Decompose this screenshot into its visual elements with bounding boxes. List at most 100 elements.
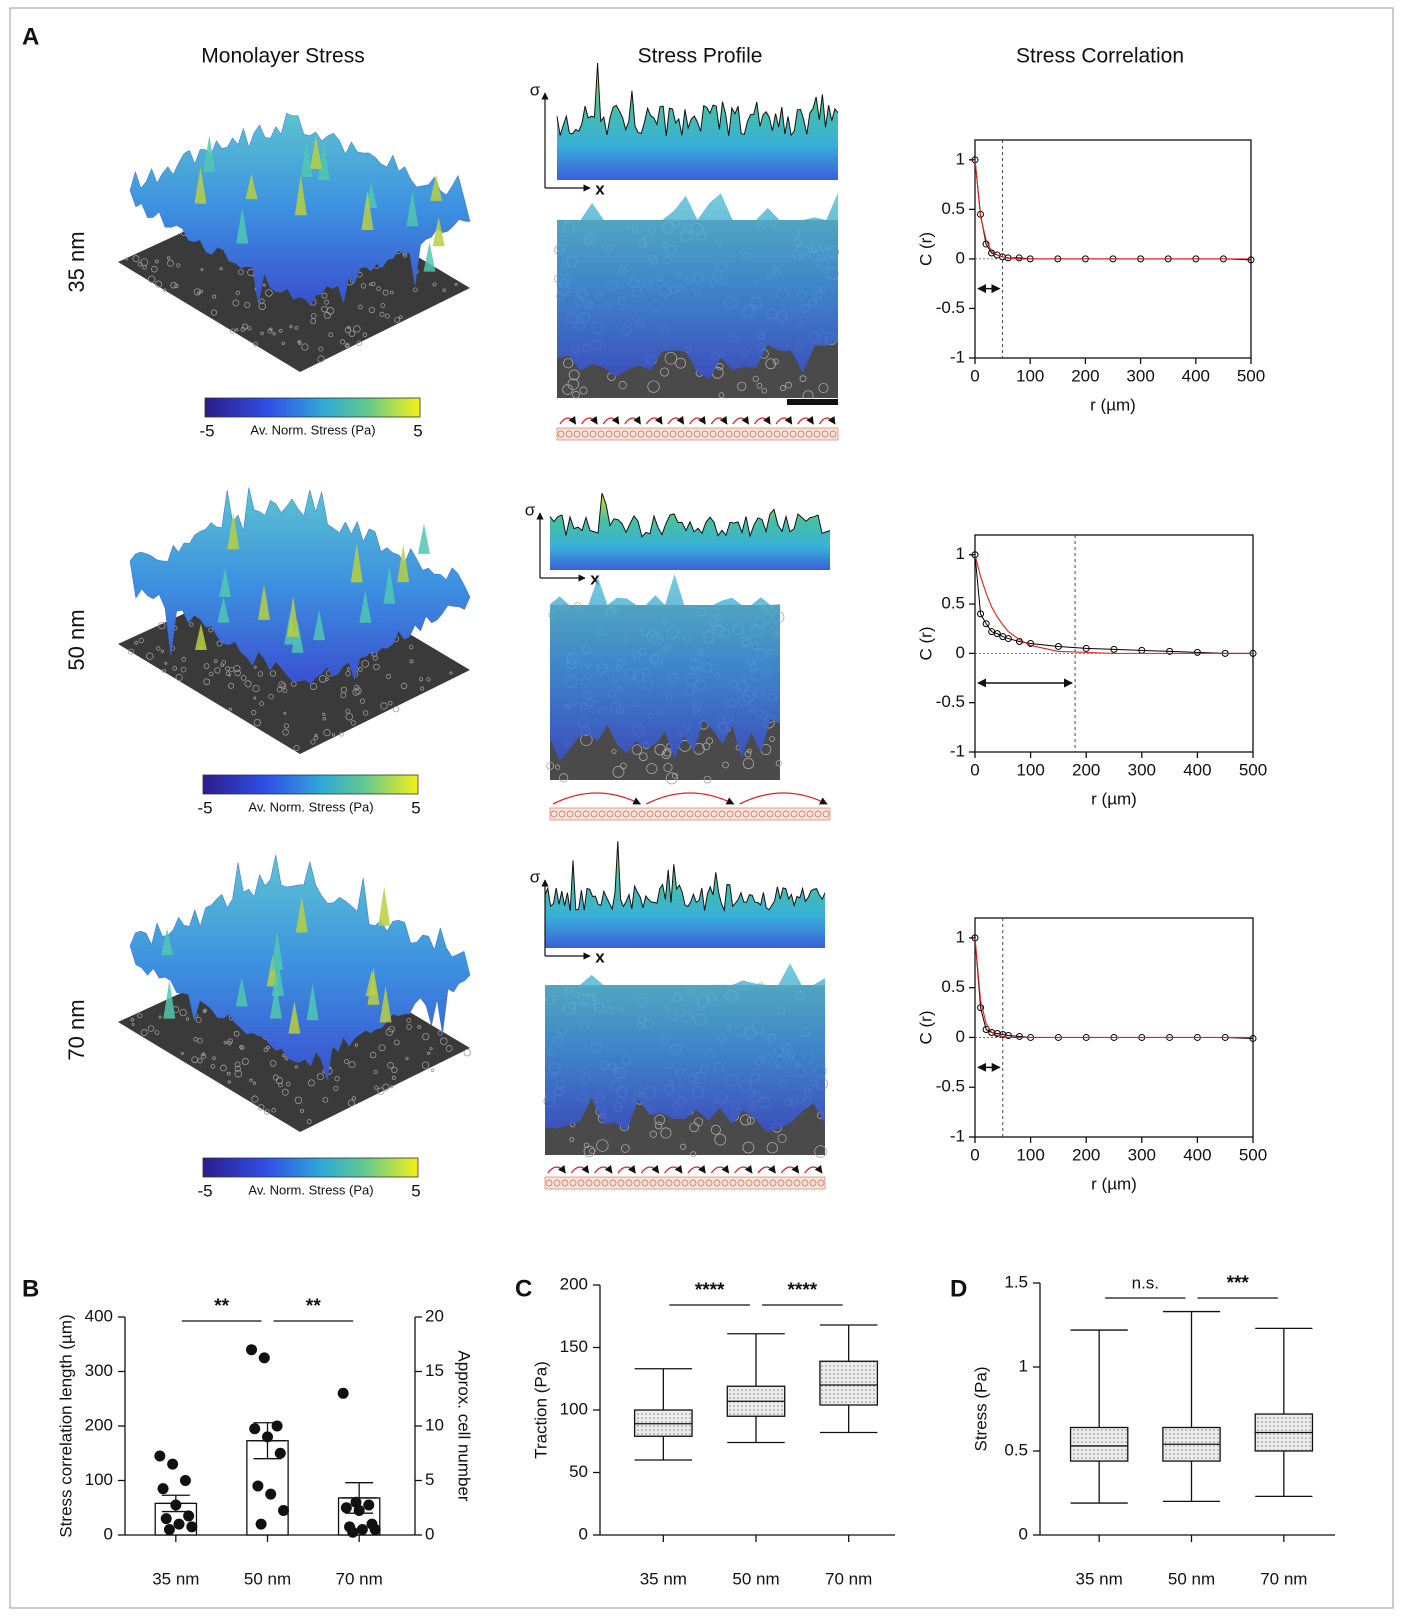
plot-frame <box>974 917 1254 1138</box>
cell-texture <box>282 688 288 694</box>
cell-texture <box>322 712 326 716</box>
cell-texture <box>244 301 251 309</box>
cell-texture <box>353 684 360 691</box>
cell <box>638 810 646 818</box>
cell <box>766 810 774 818</box>
cell-texture <box>722 761 729 769</box>
cell-texture <box>413 287 418 293</box>
cell-texture <box>765 358 777 370</box>
cell <box>678 810 686 818</box>
cell-texture <box>663 762 673 773</box>
cell <box>809 1179 817 1187</box>
stress-peak <box>294 175 307 216</box>
cell <box>777 1179 785 1187</box>
cell-texture <box>419 677 424 682</box>
cell-texture <box>301 343 309 351</box>
force-arc <box>775 415 793 425</box>
cell-texture <box>227 1080 231 1084</box>
cell-texture <box>317 355 325 363</box>
data-point <box>1193 648 1201 656</box>
force-arc <box>594 1165 613 1174</box>
cell-texture <box>249 1078 253 1083</box>
cell-texture <box>744 750 752 758</box>
x-tick-label: 400 <box>1183 1145 1211 1164</box>
stress-peak <box>235 977 248 1007</box>
cell-texture <box>785 381 792 389</box>
panel-label: C <box>515 1275 532 1302</box>
data-point <box>1004 1031 1012 1039</box>
profile-line <box>544 841 826 913</box>
y-tick-label: 50 <box>569 1462 588 1481</box>
cell-texture <box>272 332 276 336</box>
cell-texture <box>620 762 627 770</box>
cell <box>710 810 718 818</box>
cell <box>558 810 566 818</box>
cell-texture <box>310 682 318 690</box>
force-arc <box>732 415 750 425</box>
cell-texture <box>705 737 713 745</box>
cell <box>561 1179 569 1187</box>
force-arc <box>617 1165 636 1174</box>
cell <box>713 1179 721 1187</box>
cell-texture <box>814 1145 827 1158</box>
cell-texture <box>389 290 394 295</box>
cell-texture <box>306 1119 312 1125</box>
data-point <box>173 1518 185 1530</box>
cell-texture <box>197 1037 203 1044</box>
cell <box>734 810 742 818</box>
cell-texture <box>170 281 177 289</box>
cell-texture <box>310 739 316 745</box>
cell <box>749 430 757 438</box>
cell-texture <box>147 1025 155 1032</box>
cell-texture <box>377 1087 385 1095</box>
cell-texture <box>756 382 763 389</box>
x-tick-label: 35 nm <box>640 1569 687 1588</box>
cell-texture <box>200 1053 207 1059</box>
stress-peak <box>219 568 232 597</box>
cell-texture <box>659 367 670 377</box>
cell-texture <box>268 693 274 700</box>
cell-texture <box>663 748 672 757</box>
cell-texture <box>252 684 260 693</box>
profile-line <box>549 492 831 538</box>
cell <box>726 810 734 818</box>
cell-texture <box>400 682 408 690</box>
cell-texture <box>380 702 388 710</box>
column-title: Stress Profile <box>638 45 763 68</box>
series-line <box>974 554 1253 654</box>
cell <box>582 810 590 818</box>
cell-texture <box>339 339 346 345</box>
x-tick-label: 200 <box>1072 1145 1100 1164</box>
y-tick-label: 150 <box>560 1337 588 1356</box>
cell <box>798 810 806 818</box>
data-point <box>252 1480 264 1492</box>
colorbar-min: -5 <box>199 421 214 440</box>
cell <box>581 430 589 438</box>
cell-texture <box>563 358 574 369</box>
x-tick-label: 400 <box>1183 760 1211 779</box>
force-arc <box>646 792 735 805</box>
cell-texture <box>568 369 580 381</box>
cell-texture <box>234 1061 241 1068</box>
stress-surface <box>118 487 471 754</box>
cell-texture <box>799 375 807 383</box>
stress-peak <box>194 623 207 650</box>
cell <box>569 1179 577 1187</box>
x-tick-label: 70 nm <box>1260 1569 1307 1588</box>
cell-texture <box>373 1069 378 1075</box>
cell-texture <box>746 748 752 754</box>
cell-texture <box>675 357 687 369</box>
data-point <box>278 1504 289 1516</box>
y-tick-label: -1 <box>950 347 965 366</box>
cell-texture <box>289 324 293 329</box>
cell-texture <box>158 1015 162 1019</box>
cell-texture <box>382 1083 390 1091</box>
cell <box>705 1179 713 1187</box>
cell-texture <box>294 325 299 330</box>
data-point <box>982 1025 990 1033</box>
cell-texture <box>394 316 400 323</box>
series-line <box>974 159 1251 260</box>
cell <box>813 430 821 438</box>
cell <box>797 430 805 438</box>
cell-texture <box>285 1081 291 1087</box>
